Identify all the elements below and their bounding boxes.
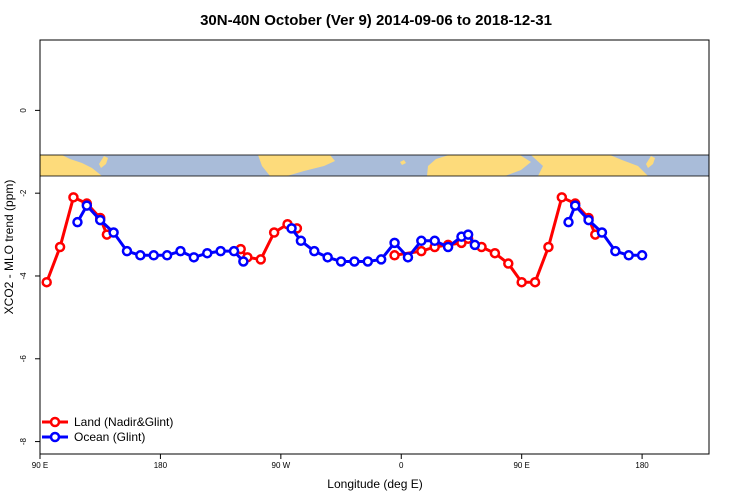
- data-point-ocean: [442, 241, 454, 253]
- data-point-ocean: [623, 250, 634, 261]
- data-point-ocean: [81, 200, 93, 211]
- map-land-asia: [40, 155, 102, 176]
- y-tick-label: -4: [19, 272, 28, 280]
- chart-title: 30N-40N October (Ver 9) 2014-09-06 to 20…: [200, 12, 552, 29]
- data-point-land: [529, 276, 541, 288]
- legend: Land (Nadir&Glint) Ocean (Glint): [42, 415, 173, 444]
- data-point-ocean: [121, 245, 133, 257]
- y-tick-label: -2: [19, 189, 28, 197]
- legend-marker-ocean: [49, 431, 61, 443]
- series-line-land: [394, 195, 597, 284]
- data-point-land: [54, 241, 66, 253]
- x-tick-label: 180: [635, 461, 649, 470]
- data-point-ocean: [148, 250, 159, 261]
- data-point-ocean: [238, 256, 249, 267]
- map-land-europe-africa: [427, 155, 531, 176]
- map-land-north-america: [258, 155, 335, 176]
- x-tick-label: 180: [154, 461, 168, 470]
- data-point-ocean: [362, 256, 374, 267]
- y-axis-label: XCO2 - MLO trend (ppm): [2, 180, 16, 315]
- x-axis-label: Longitude (deg E): [327, 477, 422, 491]
- data-point-land: [268, 227, 280, 238]
- y-tick-label: -6: [19, 355, 28, 363]
- x-axis: 90 E 180 90 W 0 90 E 180: [32, 454, 649, 470]
- legend-label-land: Land (Nadir&Glint): [74, 415, 173, 429]
- data-point-ocean: [94, 214, 106, 226]
- series-ocean: [72, 200, 648, 267]
- legend-marker-land: [49, 416, 61, 428]
- x-tick-label: 0: [399, 461, 404, 470]
- series-line-ocean: [290, 227, 477, 263]
- data-point-land: [556, 192, 568, 203]
- plot-frame: [39, 39, 710, 455]
- data-point-ocean: [563, 216, 574, 228]
- map-land-japan: [99, 156, 108, 168]
- data-point-ocean: [215, 245, 226, 257]
- data-point-ocean: [569, 200, 581, 211]
- data-point-land: [489, 247, 501, 259]
- data-point-ocean: [228, 245, 240, 257]
- data-point-land: [255, 254, 267, 265]
- data-point-ocean: [72, 216, 83, 228]
- y-tick-label: 0: [19, 108, 28, 113]
- data-point-ocean: [462, 229, 474, 240]
- x-tick-label: 90 E: [32, 461, 48, 470]
- data-point-ocean: [322, 252, 333, 263]
- data-point-land: [543, 241, 554, 253]
- data-point-ocean: [309, 245, 320, 257]
- y-tick-label: -8: [19, 437, 28, 445]
- data-point-land: [389, 250, 400, 261]
- data-point-ocean: [636, 250, 648, 261]
- data-point-ocean: [583, 214, 594, 226]
- x-tick-label: 90 W: [272, 461, 291, 470]
- map-land-atlantic-islands: [400, 160, 406, 165]
- data-point-ocean: [610, 245, 621, 257]
- data-point-ocean: [429, 235, 440, 247]
- legend-label-ocean: Ocean (Glint): [74, 430, 145, 444]
- data-point-ocean: [135, 250, 146, 261]
- series-layer: [41, 192, 648, 288]
- data-point-ocean: [402, 252, 414, 263]
- data-point-land: [68, 192, 79, 203]
- data-point-ocean: [389, 237, 400, 249]
- data-point-ocean: [375, 254, 387, 265]
- data-point-ocean: [161, 250, 173, 261]
- data-point-land: [41, 276, 52, 288]
- data-point-ocean: [416, 235, 427, 247]
- data-point-ocean: [175, 245, 186, 257]
- data-point-ocean: [596, 227, 608, 238]
- data-point-land: [516, 276, 527, 288]
- data-point-land: [416, 245, 427, 257]
- map-land-japan-repeat: [646, 156, 655, 168]
- data-point-land: [503, 258, 514, 269]
- series-land: [41, 192, 601, 288]
- x-tick-label: 90 E: [513, 461, 529, 470]
- data-point-ocean: [202, 247, 213, 259]
- y-axis: 0 -2 -4 -6 -8: [19, 108, 40, 445]
- data-point-ocean: [469, 239, 481, 251]
- data-point-ocean: [295, 235, 307, 247]
- world-map-strip: [39, 154, 710, 177]
- data-point-ocean: [335, 256, 347, 267]
- data-point-ocean: [286, 223, 297, 234]
- data-point-ocean: [349, 256, 360, 267]
- data-point-ocean: [108, 227, 119, 238]
- series-line-land: [45, 195, 109, 283]
- data-point-ocean: [188, 252, 200, 263]
- map-land-asia-repeat: [531, 155, 648, 176]
